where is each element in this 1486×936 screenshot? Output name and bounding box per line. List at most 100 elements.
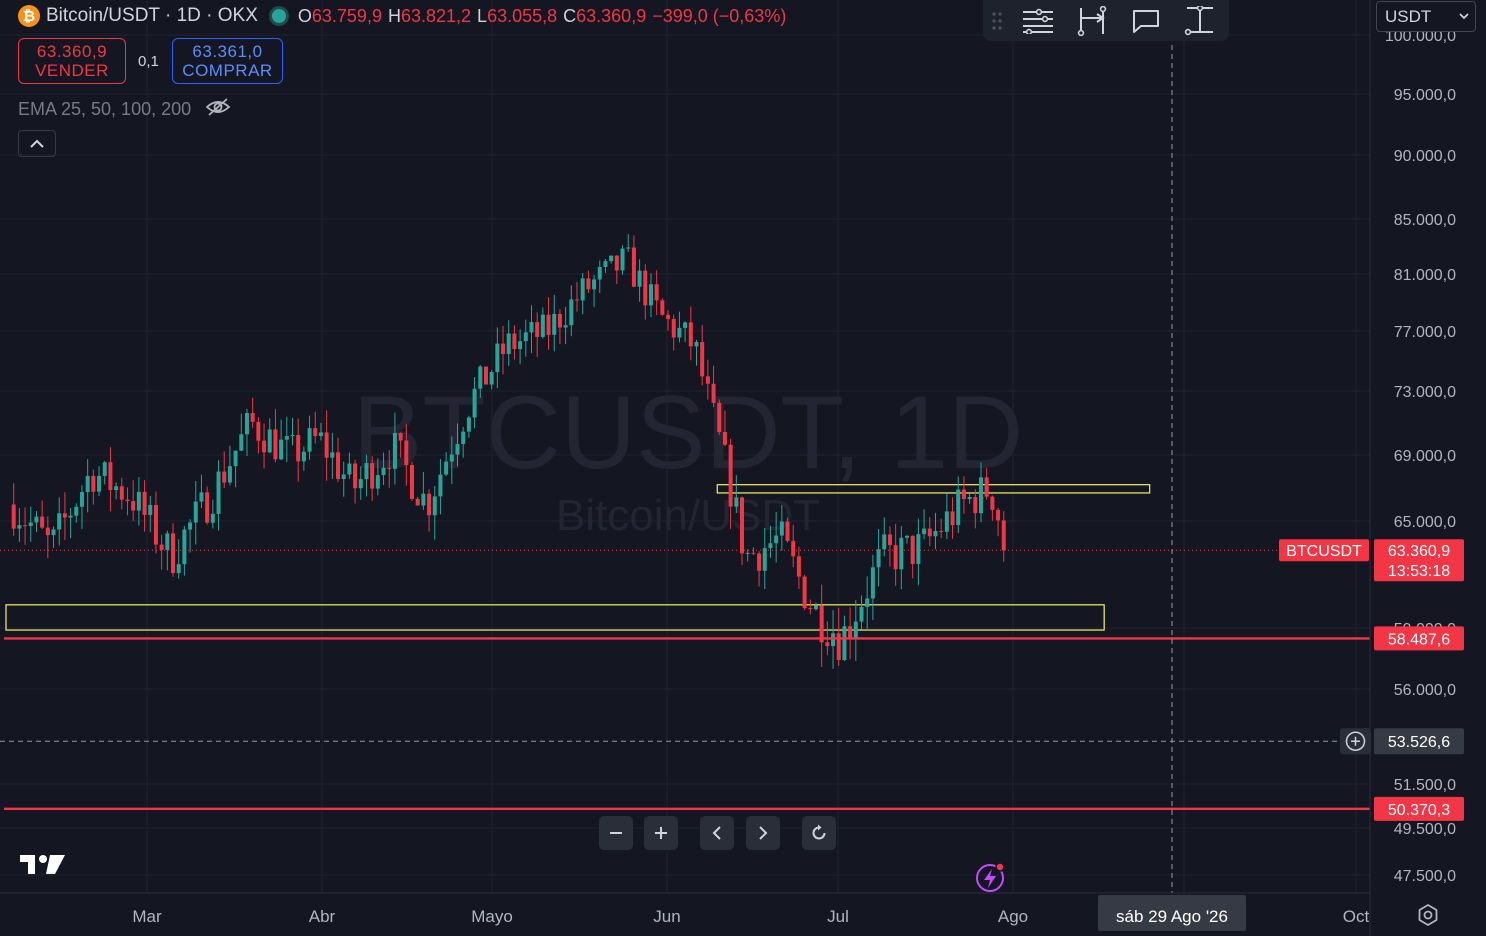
symbol-header: ₿ Bitcoin/USDT · 1D · OKX O63.759,9 H63.… xyxy=(18,3,786,29)
candle-body-140 xyxy=(808,608,813,610)
candle-body-69 xyxy=(404,440,409,466)
candle-body-88 xyxy=(512,333,517,350)
range-tool-button[interactable] xyxy=(1065,0,1119,41)
candle-body-156 xyxy=(899,537,904,570)
candle-body-94 xyxy=(546,314,551,335)
candle-body-31 xyxy=(188,522,193,530)
time-tick-label: Jul xyxy=(827,907,849,926)
eye-off-icon[interactable] xyxy=(205,97,231,122)
scroll-left-button[interactable] xyxy=(700,816,734,850)
reset-chart-button[interactable] xyxy=(802,816,836,850)
candle-body-2 xyxy=(23,525,28,527)
candle-body-32 xyxy=(193,501,198,523)
candle-body-89 xyxy=(518,341,523,350)
candle-body-44 xyxy=(262,440,267,453)
candle-body-28 xyxy=(171,533,176,574)
level-tag-1 xyxy=(1374,796,1464,821)
candle-body-146 xyxy=(842,626,847,661)
candle-body-107 xyxy=(620,248,625,271)
candle-body-141 xyxy=(813,605,818,610)
candle-body-163 xyxy=(939,531,944,533)
bitcoin-logo-icon: ₿ xyxy=(18,5,40,27)
candle-body-30 xyxy=(182,529,187,565)
candle-body-41 xyxy=(244,413,249,435)
candle-body-119 xyxy=(688,322,693,347)
candle-body-164 xyxy=(944,511,949,532)
price-change: −399,0 (−0,63%) xyxy=(652,5,787,26)
sell-button[interactable]: 63.360,9 VENDER xyxy=(18,38,126,84)
candle-body-22 xyxy=(136,491,141,511)
candle-body-19 xyxy=(119,486,124,500)
tradingview-logo-icon[interactable] xyxy=(20,853,66,882)
candle-body-1 xyxy=(17,525,22,529)
candle-body-34 xyxy=(205,492,210,523)
current-price-tag xyxy=(1374,539,1464,582)
candle-body-36 xyxy=(216,471,221,514)
currency-select[interactable]: USDT xyxy=(1376,1,1476,32)
crosshair-price-tag xyxy=(1374,728,1464,755)
candle-body-21 xyxy=(131,501,136,511)
candle-body-152 xyxy=(876,549,881,568)
candle-body-138 xyxy=(796,556,801,577)
comment-tool-button[interactable] xyxy=(1119,0,1173,41)
candle-body-75 xyxy=(438,474,443,497)
symbol-price-tag xyxy=(1279,539,1369,562)
ohlc-high-value: 63.821,2 xyxy=(400,5,472,26)
time-tick-label: Oct xyxy=(1343,907,1370,926)
time-tick-label: Jun xyxy=(653,907,680,926)
candle-body-116 xyxy=(671,318,676,338)
candle-body-125 xyxy=(722,432,727,445)
candle-body-26 xyxy=(159,544,164,550)
anchor-tool-button[interactable] xyxy=(1173,0,1227,41)
candle-body-171 xyxy=(984,477,989,497)
candle-body-82 xyxy=(478,366,483,389)
chevron-down-icon xyxy=(1459,13,1469,20)
scroll-right-button[interactable] xyxy=(746,816,780,850)
price-tick-label: 73.000,0 xyxy=(1394,384,1456,401)
candle-body-167 xyxy=(961,489,966,500)
candle-body-70 xyxy=(409,465,414,499)
lines-tool-button[interactable] xyxy=(1011,0,1065,41)
candle-body-87 xyxy=(506,333,511,355)
order-quantity[interactable]: 0,1 xyxy=(138,53,159,70)
collapse-legend-button[interactable] xyxy=(18,130,56,157)
candle-body-45 xyxy=(267,429,272,453)
candle-body-155 xyxy=(893,545,898,570)
candle-body-64 xyxy=(375,475,380,489)
ohlc-close: C63.360,9 xyxy=(563,6,646,27)
drag-handle-icon[interactable] xyxy=(983,11,1011,31)
ohlc-close-value: 63.360,9 xyxy=(576,5,647,26)
ohlc-low: L63.055,8 xyxy=(477,6,557,27)
candle-body-13 xyxy=(85,475,90,493)
candle-body-58 xyxy=(341,474,346,480)
candle-body-4 xyxy=(34,516,39,523)
overlay-lines xyxy=(0,0,1370,893)
candle-body-126 xyxy=(728,444,733,507)
price-tick-label: 65.000,0 xyxy=(1394,514,1456,531)
buy-button[interactable]: 63.361,0 COMPRAR xyxy=(172,38,283,84)
candle-body-11 xyxy=(74,506,79,516)
notifications-bolt-icon[interactable] xyxy=(974,861,1008,900)
zoom-in-button[interactable] xyxy=(644,816,678,850)
candle-body-113 xyxy=(654,284,659,301)
market-open-icon xyxy=(271,9,286,23)
candle-body-49 xyxy=(290,434,295,437)
candle-body-160 xyxy=(922,528,927,535)
zoom-out-button[interactable] xyxy=(599,816,633,850)
price-tick-label: 100.000,0 xyxy=(1385,28,1456,45)
sell-label: VENDER xyxy=(35,61,109,80)
candle-body-135 xyxy=(779,521,784,536)
candle-body-153 xyxy=(882,534,887,550)
long-position-icon xyxy=(1077,5,1107,36)
candle-body-73 xyxy=(427,493,432,516)
candle-body-60 xyxy=(353,463,358,489)
symbol-title[interactable]: Bitcoin/USDT · 1D · OKX xyxy=(46,5,258,26)
candle-body-128 xyxy=(740,497,745,554)
candle-body-5 xyxy=(40,516,45,528)
chart-settings-gear-icon[interactable] xyxy=(1416,903,1440,932)
candle-body-145 xyxy=(836,633,841,661)
price-tick-label: 69.000,0 xyxy=(1394,448,1456,465)
candle-body-173 xyxy=(996,509,1001,521)
indicator-label[interactable]: EMA 25, 50, 100, 200 xyxy=(18,99,192,119)
